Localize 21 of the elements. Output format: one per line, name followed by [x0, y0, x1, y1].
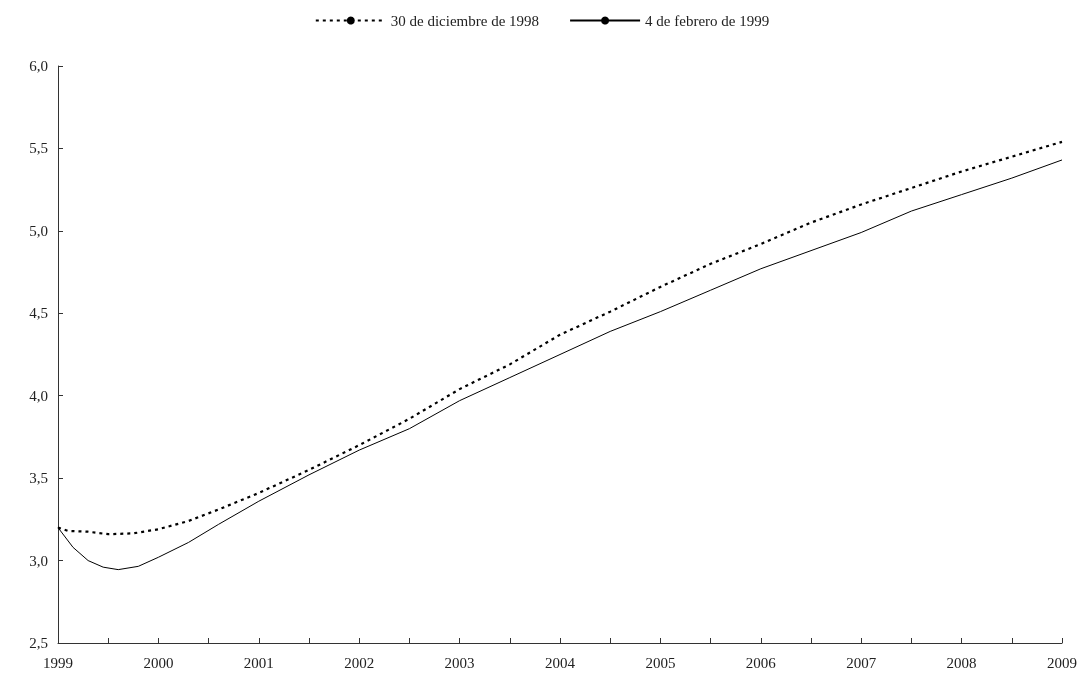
- x-tick-label: 2008: [946, 654, 977, 671]
- x-tick-label: 2000: [143, 654, 174, 671]
- y-tick-label: 2,5: [29, 635, 48, 651]
- x-tick-label: 2004: [545, 654, 576, 671]
- x-tick-label: 2002: [344, 654, 375, 671]
- x-tick-label: 2006: [745, 654, 777, 671]
- legend-label: 4 de febrero de 1999: [645, 12, 770, 29]
- x-tick-label: 2009: [1047, 654, 1077, 671]
- y-tick-label: 4,5: [29, 305, 48, 322]
- y-tick-label: 5,5: [29, 140, 48, 157]
- y-tick-label: 6,0: [29, 58, 48, 74]
- x-tick-label: 2003: [444, 654, 475, 671]
- x-tick-label: 2001: [243, 654, 274, 671]
- y-tick-label: 3,5: [29, 470, 48, 487]
- x-tick-label: 2007: [846, 654, 877, 671]
- y-tick-label: 5,0: [29, 222, 48, 239]
- x-tick-label: 2005: [645, 654, 676, 671]
- x-tick-label: 1999: [43, 654, 73, 671]
- y-tick-label: 3,0: [29, 552, 48, 569]
- legend-label: 30 de diciembre de 1998: [390, 12, 540, 29]
- y-tick-label: 4,0: [29, 387, 48, 404]
